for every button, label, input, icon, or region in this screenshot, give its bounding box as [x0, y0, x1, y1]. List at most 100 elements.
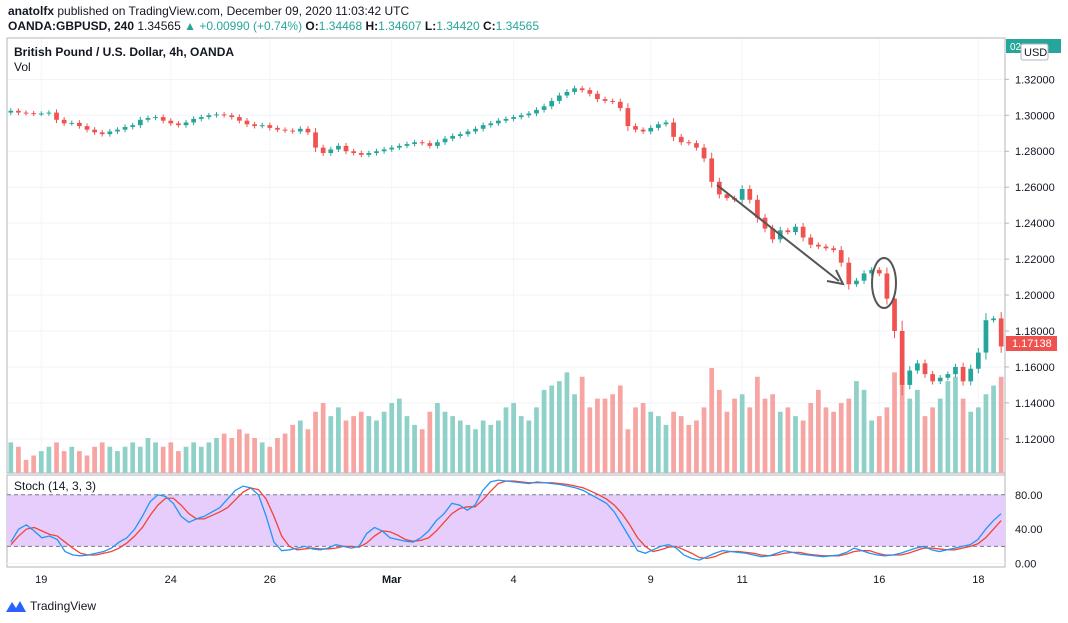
candle-body	[937, 377, 943, 382]
tradingview-logo[interactable]: TradingView	[6, 599, 96, 613]
price-change: ▲ +0.00990 (+0.74%)	[184, 19, 303, 33]
candle-body	[427, 143, 433, 146]
volume-bar	[953, 376, 958, 473]
symbol-line: OANDA:GBPUSD, 240 1.34565 ▲ +0.00990 (+0…	[8, 19, 539, 33]
volume-bar	[838, 403, 844, 473]
candle-body	[686, 142, 692, 144]
price-tick-label: 1.28000	[1015, 146, 1055, 158]
price-tick-label: 1.14000	[1015, 398, 1055, 410]
candle-body	[602, 99, 608, 101]
candle-body	[442, 138, 448, 143]
price-tick-label: 1.22000	[1015, 254, 1055, 266]
volume-bar	[511, 403, 516, 473]
volume-bar	[831, 411, 836, 473]
candle-body	[831, 248, 836, 251]
down-arrow-head[interactable]	[826, 269, 845, 286]
volume-bar	[107, 446, 113, 473]
candle-body	[625, 108, 631, 127]
price-grid	[7, 38, 1005, 567]
candle-body	[229, 115, 235, 118]
candlesticks	[8, 85, 1004, 396]
volume-bar	[762, 398, 768, 473]
volume-bar	[633, 407, 638, 473]
volume-bar	[389, 403, 395, 473]
candle-body	[31, 113, 37, 115]
volume-bar	[648, 411, 654, 473]
candle-body	[869, 269, 875, 274]
candle-body	[115, 129, 120, 132]
volume-bar	[800, 420, 806, 473]
volume-bar	[160, 446, 166, 473]
tradingview-brand: TradingView	[30, 599, 97, 613]
volume-bar	[465, 424, 471, 473]
candle-body	[206, 115, 212, 118]
candle-body	[457, 134, 463, 136]
volume-bar	[656, 416, 661, 473]
candle-body	[793, 226, 798, 233]
volume-bar	[252, 438, 257, 473]
candle-body	[808, 237, 814, 245]
candle-body	[991, 318, 996, 321]
candle-body	[496, 120, 501, 124]
candle-body	[846, 262, 852, 285]
candle-body	[221, 114, 227, 116]
volume-bar	[861, 389, 867, 473]
candle-body	[899, 330, 905, 385]
volume-bar	[640, 403, 646, 473]
volume-bar	[876, 416, 882, 473]
volume-bar	[892, 372, 897, 473]
candle-body	[343, 145, 349, 152]
volume-bar	[960, 398, 966, 473]
volume-bar	[496, 420, 501, 473]
volume-bar	[77, 451, 82, 473]
currency-button[interactable]	[1020, 43, 1049, 61]
candle-body	[694, 143, 699, 148]
volume-bar	[351, 416, 356, 473]
candle-body	[16, 110, 21, 113]
candle-body	[556, 95, 562, 101]
volume-bar	[61, 451, 67, 473]
volume-bar	[336, 407, 341, 473]
volume-bar	[290, 424, 296, 473]
candle-body	[572, 88, 577, 92]
candle-body	[336, 145, 341, 150]
volume-bar	[259, 442, 265, 473]
price-tick-label: 1.18000	[1015, 326, 1055, 338]
candle-body	[168, 120, 174, 124]
price-pane[interactable]	[7, 38, 1005, 473]
high-value: 1.34607	[378, 19, 422, 33]
volume-bar	[313, 411, 318, 473]
candle-body	[46, 112, 52, 114]
candle-body	[61, 119, 67, 124]
volume-bar	[541, 389, 547, 473]
volume-bar	[518, 416, 524, 473]
volume-bar	[587, 407, 593, 473]
volume-bar	[168, 442, 174, 473]
author-name[interactable]: anatolfx	[8, 4, 55, 18]
highlight-ellipse[interactable]	[871, 257, 897, 309]
candle-body	[130, 125, 136, 127]
candle-body	[435, 142, 440, 146]
candle-body	[701, 147, 707, 159]
candle-body	[320, 147, 326, 154]
volume-bar	[663, 424, 669, 473]
down-arrow-shaft[interactable]	[716, 184, 840, 282]
price-tick-label: 1.24000	[1015, 218, 1055, 230]
volume-bar	[427, 411, 433, 473]
volume-bar	[968, 411, 974, 473]
candle-body	[38, 113, 44, 115]
candle-body	[747, 188, 753, 200]
candle-body	[534, 109, 539, 114]
time-tick-label: 11	[736, 574, 747, 586]
candle-body	[450, 135, 456, 139]
candle-body	[975, 352, 981, 369]
publish-line: anatolfx published on TradingView.com, D…	[8, 4, 409, 18]
candle-body	[861, 273, 867, 281]
candle-body	[275, 127, 280, 130]
volume-bar	[572, 394, 577, 473]
candle-body	[259, 125, 265, 127]
volume-bar	[8, 442, 14, 473]
candle-body	[610, 100, 616, 102]
time-tick-label: 26	[264, 574, 276, 586]
